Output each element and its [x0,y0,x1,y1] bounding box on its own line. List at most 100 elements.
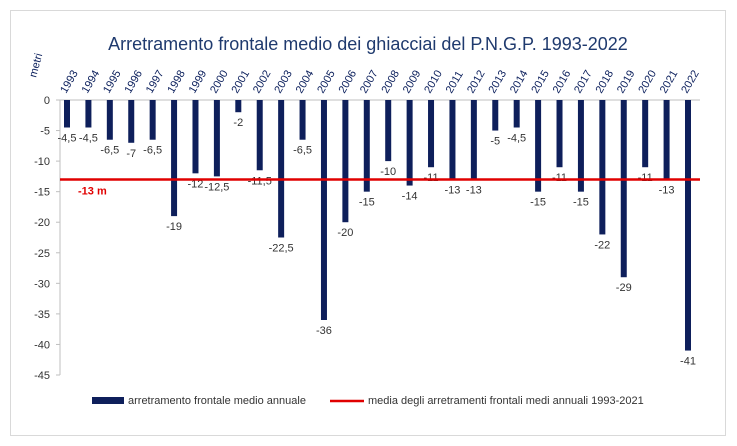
y-tick-label: -25 [34,248,50,260]
bar [685,100,691,351]
bar [620,100,627,278]
bar [556,100,563,168]
data-label: -15 [573,197,589,209]
bar [64,100,70,128]
x-tick-label: 2020 [636,68,659,95]
legend-bar-swatch [92,397,124,404]
data-label: -4,5 [58,133,77,145]
data-label: -12 [188,178,204,190]
bar [213,100,220,177]
bar [278,100,285,238]
bar [342,100,349,223]
data-label: -4,5 [79,133,98,145]
bar [299,100,306,140]
bar [192,100,199,174]
x-tick-label: 2014 [508,68,531,95]
bar [256,100,263,171]
bar [363,100,370,192]
data-label: -6,5 [100,145,119,157]
x-tick-label: 2006 [337,68,360,95]
x-tick-label: 2015 [529,68,552,95]
x-tick-label: 1993 [58,68,81,95]
bar [128,100,135,143]
x-tick-label: 2011 [444,69,466,95]
bar-series [64,100,691,351]
y-tick-label: -40 [34,339,50,351]
y-tick-label: -5 [40,126,50,138]
data-label: -13 [466,184,482,196]
bar [171,100,178,217]
data-label: -2 [233,117,243,129]
chart-title: Arretramento frontale medio dei ghiaccia… [108,34,628,54]
bar [106,100,113,140]
x-tick-label: 2021 [658,68,681,95]
bar [599,100,606,235]
bar [385,100,392,162]
data-label: -13 [444,184,460,196]
mean-line-group: -13 m [60,178,700,197]
x-tick-label: 1997 [144,68,167,95]
bar [320,100,327,320]
y-tick-label: -45 [34,370,50,382]
x-tick-label: 1995 [101,68,124,95]
y-axis: 0 -5 -10 -15 -20 -25 -30 -35 -40 -45 [34,95,700,382]
bar [642,100,649,168]
data-label: -5 [490,136,500,148]
x-tick-label: 2005 [315,68,338,95]
x-tick-label: 1999 [187,68,210,95]
x-tick-label: 2008 [379,68,402,95]
data-label: -6,5 [143,145,162,157]
x-tick-label: 2002 [251,68,274,95]
data-label: -7 [126,148,136,160]
legend: arretramento frontale medio annuale media… [92,395,644,407]
y-tick-label: -20 [34,217,50,229]
bar [428,100,435,168]
data-label: -15 [359,197,375,209]
data-label: -13 [659,184,675,196]
y-tick-label: -35 [34,309,50,321]
chart-frame [10,10,726,436]
data-label: -19 [166,221,182,233]
x-tick-label: 2009 [401,68,424,95]
bar [406,100,413,186]
y-tick-label: -30 [34,278,50,290]
x-tick-label: 1994 [80,68,103,95]
x-tick-label: 2013 [486,68,509,95]
x-tick-label: 2003 [272,68,295,95]
bar [149,100,156,140]
data-label: -12,5 [204,181,229,193]
x-tick-label: 2012 [465,68,488,95]
x-tick-label: 2016 [551,68,574,95]
x-tick-label: 2000 [208,68,231,95]
bar [577,100,584,192]
bar [235,100,242,113]
data-labels: -4,5 -4,5-6,5 -7 -6,5-19-12 -12,5-2-11,5-22,… [58,117,696,367]
x-tick-label: 2019 [615,68,638,95]
data-label: -10 [380,166,396,178]
bar [449,100,456,180]
bar [85,100,92,128]
bar [492,100,499,131]
x-tick-label: 1998 [165,68,188,95]
bar [513,100,520,128]
bar [663,100,670,180]
data-label: -14 [402,191,418,203]
data-label: -4,5 [507,133,526,145]
x-axis-ticks: 1993199419951996199719981999200020012002… [58,68,702,95]
legend-bar-label: arretramento frontale medio annuale [128,395,306,407]
x-tick-label: 2010 [422,68,445,95]
mean-line-label: -13 m [78,185,107,197]
bar [535,100,542,192]
x-tick-label: 1996 [122,68,145,95]
data-label: -29 [616,282,632,294]
x-tick-label: 2022 [679,68,702,95]
data-label: -22 [594,239,610,251]
data-label: -20 [337,227,353,239]
data-label: -36 [316,325,332,337]
x-tick-label: 2001 [230,68,253,95]
data-label: -41 [680,356,696,368]
x-tick-label: 2004 [294,68,317,95]
bar [470,100,477,180]
x-tick-label: 2007 [358,68,381,95]
